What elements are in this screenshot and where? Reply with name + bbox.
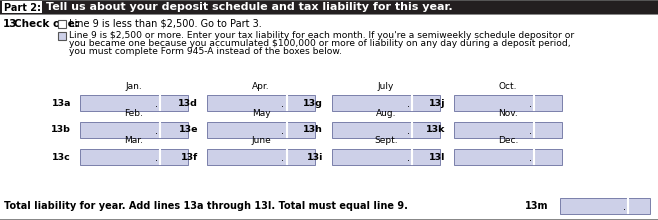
Text: .: . [528,99,532,109]
Bar [332,95,440,111]
Text: .: . [282,153,284,163]
Bar [332,149,440,165]
Bar [560,198,650,214]
Bar [0,0,658,1]
Text: May: May [252,109,270,118]
Bar [207,122,315,138]
Bar [454,149,562,165]
Text: July: July [378,82,394,91]
Bar [0,14,658,15]
Text: .: . [407,153,409,163]
Text: 13c: 13c [52,152,71,161]
Bar [207,95,315,111]
Text: 13m: 13m [524,201,548,211]
Bar [58,20,66,28]
Bar [454,122,562,138]
Text: Apr.: Apr. [252,82,270,91]
Text: Nov.: Nov. [498,109,518,118]
Bar [207,149,315,165]
Bar [332,122,440,138]
Text: Oct.: Oct. [499,82,517,91]
Text: Jan.: Jan. [126,82,142,91]
Text: 13e: 13e [178,125,198,134]
Text: Line 9 is less than $2,500. Go to Part 3.: Line 9 is less than $2,500. Go to Part 3… [69,19,262,29]
Text: 13h: 13h [303,125,323,134]
Text: you must complete Form 945-A instead of the boxes below.: you must complete Form 945-A instead of … [69,48,342,57]
Text: .: . [407,99,409,109]
Bar [0,1,658,14]
Bar [80,122,188,138]
Text: Aug.: Aug. [376,109,396,118]
Text: .: . [528,126,532,136]
Text: 13d: 13d [178,99,198,108]
Text: 13: 13 [3,19,18,29]
Text: Dec.: Dec. [498,136,519,145]
Text: Mar.: Mar. [124,136,143,145]
Bar [80,95,188,111]
Text: Sept.: Sept. [374,136,398,145]
Text: Feb.: Feb. [124,109,143,118]
Text: 13k: 13k [426,125,445,134]
Text: .: . [155,153,157,163]
Bar [80,149,188,165]
Text: .: . [528,153,532,163]
Text: Total liability for year. Add lines 13a through 13l. Total must equal line 9.: Total liability for year. Add lines 13a … [4,201,408,211]
Text: Part 2:: Part 2: [3,3,41,13]
Bar [454,95,562,111]
Text: .: . [282,99,284,109]
Text: .: . [407,126,409,136]
Text: .: . [155,126,157,136]
Text: 13g: 13g [303,99,323,108]
Text: 13a: 13a [51,99,71,108]
Text: 13j: 13j [428,99,445,108]
Text: .: . [155,99,157,109]
Text: .: . [622,202,626,212]
Bar [0,219,658,220]
Text: Check one:: Check one: [14,19,79,29]
Text: you became one because you accumulated $100,000 or more of liability on any day : you became one because you accumulated $… [69,39,570,48]
Bar [2,2,42,13]
Bar [58,32,66,40]
Text: Tell us about your deposit schedule and tax liability for this year.: Tell us about your deposit schedule and … [46,2,453,13]
Text: 13f: 13f [181,152,198,161]
Text: 13l: 13l [428,152,445,161]
Text: Line 9 is $2,500 or more. Enter your tax liability for each month. If you're a s: Line 9 is $2,500 or more. Enter your tax… [69,31,574,40]
Text: 13b: 13b [51,125,71,134]
Text: .: . [282,126,284,136]
Text: June: June [251,136,271,145]
Text: 13i: 13i [307,152,323,161]
